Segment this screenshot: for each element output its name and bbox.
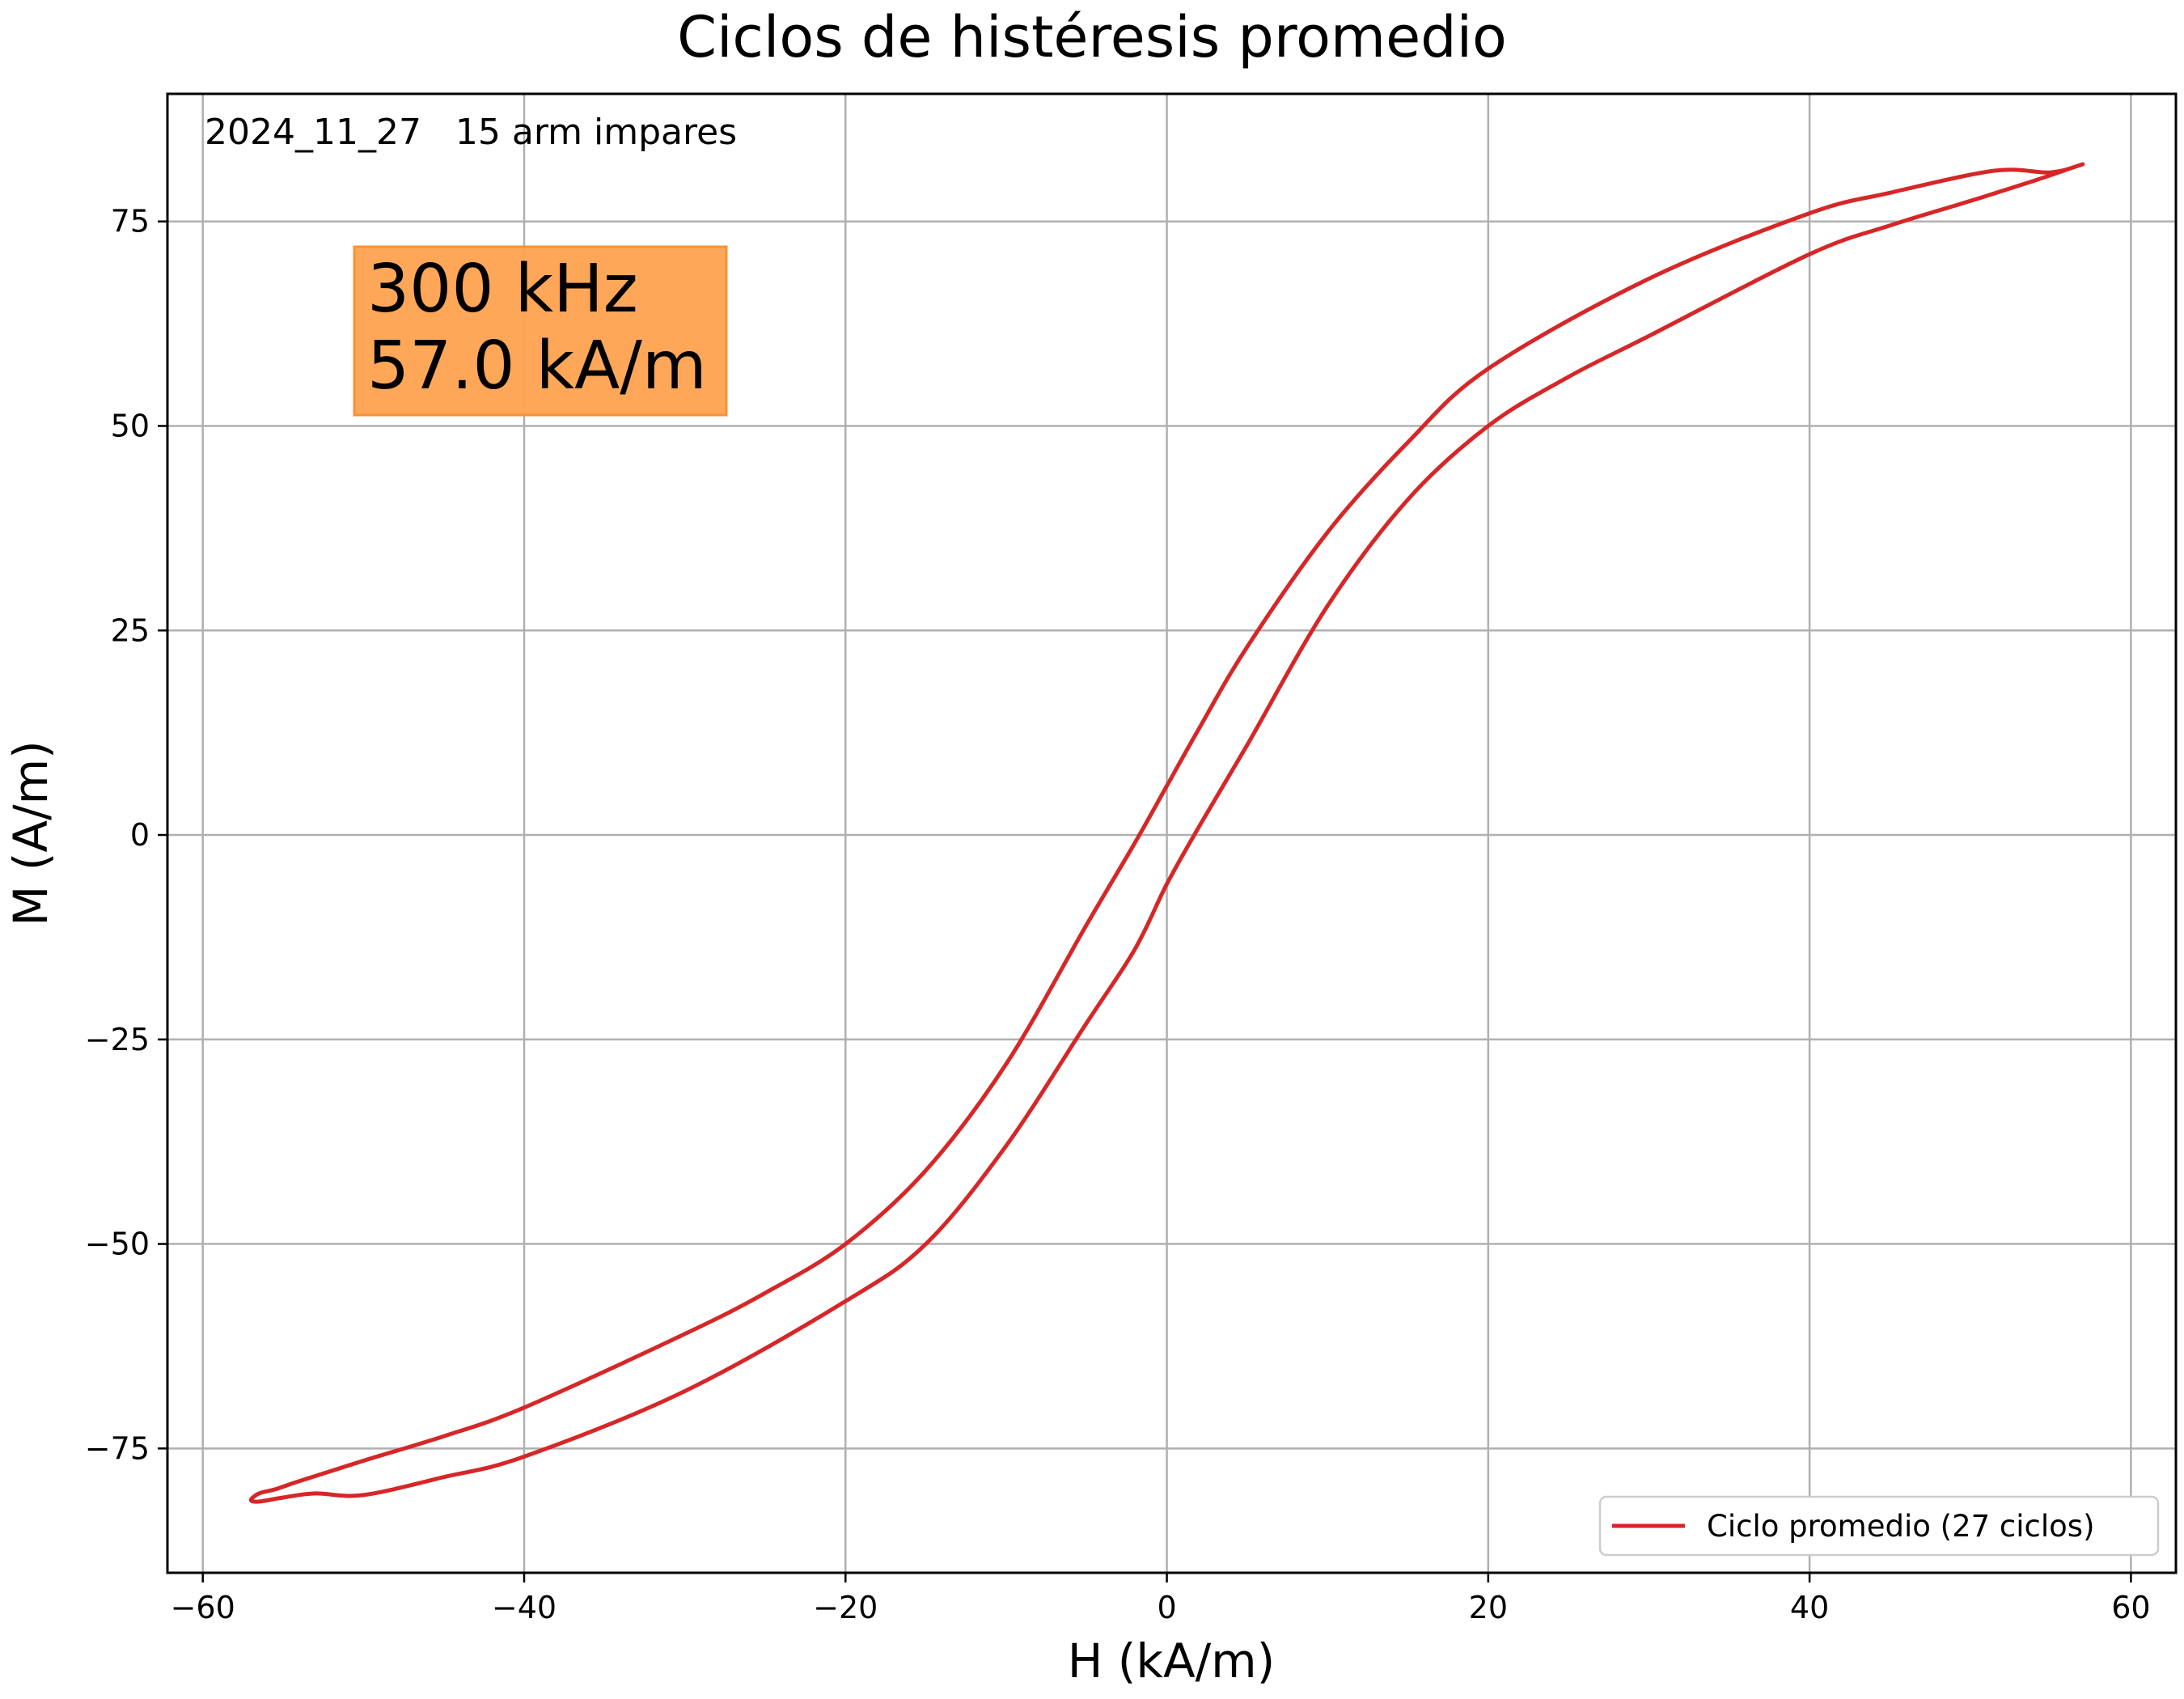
x-tick-label: −60 — [171, 1590, 235, 1625]
y-tick-label: 0 — [130, 817, 150, 853]
y-tick-label: −50 — [85, 1227, 150, 1262]
y-tick-label: 25 — [111, 612, 150, 648]
x-tick-label: 20 — [1469, 1590, 1508, 1625]
y-tick-label: 50 — [111, 408, 150, 443]
info-box-field: 57.0 kA/m — [367, 328, 707, 405]
plot-frame — [166, 92, 2178, 1574]
series-layer — [248, 162, 2085, 1504]
chart-title: Ciclos de histéresis promedio — [677, 4, 1507, 70]
x-axis-label: H (kA/m) — [1068, 1633, 1276, 1688]
y-axis-label: M (A/m) — [3, 740, 58, 926]
x-tick-label: 60 — [2111, 1590, 2150, 1625]
y-tick-label: 75 — [111, 204, 150, 239]
x-tick-label: −40 — [492, 1590, 557, 1625]
x-tick-label: 40 — [1790, 1590, 1829, 1625]
ticks: −60 −40 −20 0 20 40 60 −75 −50 −25 0 25 50 75 — [85, 204, 2151, 1625]
x-tick-label: −20 — [813, 1590, 878, 1625]
x-tick-label: 0 — [1157, 1590, 1176, 1625]
info-box: 300 kHz 57.0 kA/m — [353, 245, 728, 417]
series-line — [248, 162, 2085, 1504]
legend-box — [1598, 1495, 2160, 1557]
legend: Ciclo promedio (27 ciclos) — [1598, 1495, 2160, 1557]
y-tick-label: −75 — [85, 1430, 150, 1466]
annotation-text: 2024_11_27 15 arm impares — [205, 112, 737, 153]
info-box-frequency: 300 kHz — [367, 251, 638, 328]
y-tick-label: −25 — [85, 1022, 150, 1057]
grid — [167, 94, 2176, 1573]
legend-label: Ciclo promedio (27 ciclos) — [1707, 1509, 2095, 1544]
info-box-background — [353, 245, 728, 417]
